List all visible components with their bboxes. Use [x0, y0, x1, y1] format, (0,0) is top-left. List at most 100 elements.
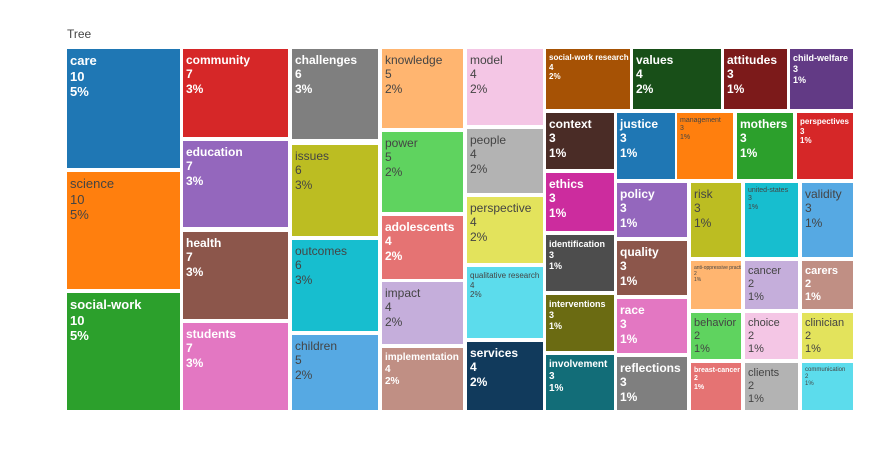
tile-label: breast-cancer: [694, 367, 740, 374]
treemap-tile[interactable]: clients 2 1%: [744, 362, 799, 411]
treemap-tile[interactable]: community 7 3%: [182, 48, 289, 138]
tile-percent: 2%: [636, 81, 654, 96]
treemap-tile[interactable]: children 5 2%: [291, 334, 379, 411]
tile-value: 7: [186, 250, 193, 265]
tile-label: community: [186, 53, 251, 67]
tile-label: children: [295, 339, 338, 353]
treemap-tile[interactable]: ethics 3 1%: [545, 172, 615, 232]
tile-percent: 1%: [694, 215, 712, 230]
tile-label: child-welfare: [793, 53, 849, 63]
treemap-tile[interactable]: race 3 1%: [616, 298, 688, 354]
treemap-tile[interactable]: issues 6 3%: [291, 144, 379, 237]
tile-percent: 1%: [620, 273, 638, 288]
treemap-tile[interactable]: people 4 2%: [466, 128, 544, 194]
treemap-tile[interactable]: implementation 4 2%: [381, 347, 464, 411]
treemap-tile[interactable]: values 4 2%: [632, 48, 722, 110]
tile-value: 3: [620, 131, 627, 146]
tile-percent: 1%: [680, 133, 691, 141]
treemap-tile[interactable]: justice 3 1%: [616, 112, 676, 180]
tile-label: clients: [748, 367, 780, 379]
treemap-tile[interactable]: education 7 3%: [182, 140, 289, 228]
tile-value: 3: [549, 249, 555, 260]
treemap-tile[interactable]: reflections 3 1%: [616, 356, 688, 411]
treemap-tile[interactable]: social-work research 4 2%: [545, 48, 631, 110]
treemap-tile[interactable]: services 4 2%: [466, 341, 544, 411]
treemap-tile[interactable]: context 3 1%: [545, 112, 615, 170]
tile-label: outcomes: [295, 244, 348, 258]
tile-label: united-states: [748, 187, 789, 194]
treemap-tile[interactable]: identification 3 1%: [545, 234, 615, 292]
treemap-tile[interactable]: qualitative research 4 2%: [466, 266, 544, 339]
tile-value: 5: [385, 67, 392, 82]
tile-value: 3: [549, 191, 556, 206]
tile-value: 10: [70, 68, 85, 84]
tile-label: power: [385, 136, 418, 150]
tile-value: 4: [385, 300, 392, 315]
treemap-tile[interactable]: perspectives 3 1%: [796, 112, 854, 180]
tile-label: qualitative research: [470, 271, 540, 280]
treemap-tile[interactable]: cancer 2 1%: [744, 260, 799, 310]
treemap-tile[interactable]: interventions 3 1%: [545, 294, 615, 352]
tile-value: 4: [549, 62, 554, 72]
tile-value: 4: [470, 215, 477, 230]
treemap-tile[interactable]: science 10 5%: [66, 171, 181, 290]
tile-value: 3: [680, 125, 684, 133]
treemap-tile[interactable]: quality 3 1%: [616, 240, 688, 296]
treemap-tile[interactable]: anti-oppressive practice 2 1%: [690, 260, 742, 310]
tile-label: cancer: [748, 265, 782, 277]
treemap-tile[interactable]: risk 3 1%: [690, 182, 742, 258]
chart-title: Tree: [67, 27, 92, 41]
treemap-tile[interactable]: management 3 1%: [676, 112, 734, 180]
tile-value: 7: [186, 159, 193, 174]
tile-value: 2: [694, 271, 697, 277]
tile-label: social-work research: [549, 53, 629, 62]
tile-percent: 1%: [549, 260, 563, 271]
treemap-tile[interactable]: knowledge 5 2%: [381, 48, 464, 129]
tile-value: 3: [793, 63, 799, 74]
treemap-tile[interactable]: communication 2 1%: [801, 362, 854, 411]
tile-label: context: [549, 117, 592, 131]
treemap-tile[interactable]: choice 2 1%: [744, 312, 799, 360]
treemap-tile[interactable]: behavior 2 1%: [690, 312, 742, 360]
treemap-tile[interactable]: clinician 2 1%: [801, 312, 854, 360]
treemap-tile[interactable]: challenges 6 3%: [291, 48, 379, 140]
tile-label: reflections: [620, 361, 681, 375]
treemap-tile[interactable]: breast-cancer 2 1%: [690, 362, 742, 411]
tile-value: 3: [694, 201, 701, 216]
tile-label: knowledge: [385, 53, 443, 67]
tile-label: attitudes: [727, 53, 778, 67]
tile-value: 5: [295, 353, 302, 368]
tile-percent: 1%: [620, 331, 638, 346]
treemap-tile[interactable]: attitudes 3 1%: [723, 48, 788, 110]
treemap-tile[interactable]: policy 3 1%: [616, 182, 688, 238]
treemap-tile[interactable]: health 7 3%: [182, 231, 289, 320]
tile-label: people: [470, 133, 507, 147]
treemap-tile[interactable]: involvement 3 1%: [545, 354, 615, 411]
treemap-tile[interactable]: care 10 5%: [66, 48, 181, 169]
tile-value: 2: [748, 278, 755, 291]
treemap-tile[interactable]: perspective 4 2%: [466, 196, 544, 264]
tile-value: 3: [549, 371, 555, 382]
treemap-tile[interactable]: validity 3 1%: [801, 182, 854, 258]
treemap-tile[interactable]: united-states 3 1%: [744, 182, 799, 258]
treemap-tile[interactable]: power 5 2%: [381, 131, 464, 213]
treemap-tile[interactable]: impact 4 2%: [381, 281, 464, 345]
treemap-tile[interactable]: adolescents 4 2%: [381, 215, 464, 280]
tile-percent: 1%: [620, 215, 638, 230]
tile-value: 2: [694, 375, 698, 383]
treemap-tile[interactable]: students 7 3%: [182, 322, 289, 411]
tile-label: impact: [385, 286, 421, 300]
treemap-tile[interactable]: outcomes 6 3%: [291, 239, 379, 332]
treemap-tile[interactable]: model 4 2%: [466, 48, 544, 126]
tile-label: mothers: [740, 117, 788, 131]
tile-value: 7: [186, 341, 193, 356]
treemap-tile[interactable]: child-welfare 3 1%: [789, 48, 854, 110]
tile-value: 4: [636, 67, 643, 82]
treemap-tile[interactable]: social-work 10 5%: [66, 292, 181, 411]
treemap-tile[interactable]: mothers 3 1%: [736, 112, 794, 180]
tile-label: health: [186, 236, 222, 250]
treemap-tile[interactable]: carers 2 1%: [801, 260, 854, 310]
tile-percent: 1%: [740, 145, 758, 160]
tile-percent: 2%: [385, 376, 400, 387]
